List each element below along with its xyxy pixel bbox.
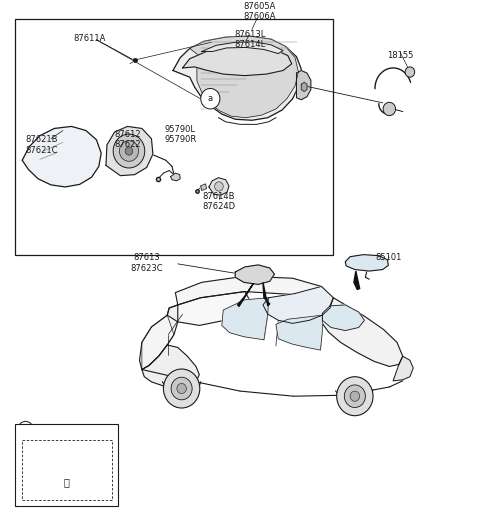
Polygon shape: [202, 42, 283, 54]
Circle shape: [177, 383, 186, 394]
Circle shape: [215, 182, 223, 191]
Text: 87612
87622: 87612 87622: [114, 130, 141, 149]
Circle shape: [201, 88, 220, 109]
Text: 87614B
87624D: 87614B 87624D: [202, 191, 235, 211]
Polygon shape: [276, 315, 323, 350]
Circle shape: [383, 102, 396, 115]
Circle shape: [163, 369, 200, 408]
Text: (ONLY LH): (ONLY LH): [46, 448, 88, 457]
Text: 87605A
87606A: 87605A 87606A: [243, 2, 276, 21]
Text: 87613L
87614L: 87613L 87614L: [234, 30, 265, 49]
Text: 87621B
87621C: 87621B 87621C: [25, 135, 58, 154]
Circle shape: [350, 391, 360, 401]
Polygon shape: [142, 315, 174, 370]
Polygon shape: [263, 287, 333, 323]
Circle shape: [18, 421, 33, 438]
Text: 85101: 85101: [375, 253, 402, 262]
Circle shape: [125, 147, 133, 155]
Circle shape: [113, 134, 145, 168]
Polygon shape: [140, 305, 178, 370]
Text: 95790L
95790R: 95790L 95790R: [164, 125, 196, 145]
Polygon shape: [222, 298, 269, 340]
Text: 🔑: 🔑: [64, 477, 70, 487]
Polygon shape: [175, 276, 333, 306]
Polygon shape: [167, 292, 250, 326]
Bar: [15, 424, 118, 506]
Polygon shape: [173, 36, 301, 120]
Polygon shape: [238, 283, 253, 306]
Polygon shape: [235, 265, 275, 284]
Circle shape: [120, 141, 139, 161]
Polygon shape: [170, 173, 180, 181]
Circle shape: [171, 377, 192, 400]
Text: 96985B: 96985B: [50, 459, 84, 469]
Polygon shape: [22, 126, 101, 187]
Text: 18155: 18155: [387, 50, 414, 60]
Polygon shape: [345, 255, 388, 271]
Polygon shape: [182, 45, 292, 75]
Polygon shape: [323, 305, 364, 331]
Polygon shape: [354, 271, 360, 290]
Circle shape: [336, 376, 373, 415]
Polygon shape: [209, 178, 229, 195]
Text: 87611A: 87611A: [73, 34, 106, 43]
Text: 87613
87623C: 87613 87623C: [131, 253, 163, 272]
Circle shape: [405, 67, 415, 77]
Bar: [22, 440, 112, 500]
Bar: [15, 19, 333, 255]
Polygon shape: [142, 345, 199, 387]
Text: a: a: [208, 94, 213, 103]
Polygon shape: [106, 126, 153, 176]
Polygon shape: [190, 36, 299, 118]
Polygon shape: [301, 82, 307, 92]
Polygon shape: [263, 282, 270, 306]
Polygon shape: [201, 184, 206, 190]
Polygon shape: [297, 71, 311, 100]
Polygon shape: [323, 298, 403, 367]
Text: a: a: [23, 425, 28, 434]
Circle shape: [344, 385, 365, 408]
Polygon shape: [393, 356, 413, 381]
